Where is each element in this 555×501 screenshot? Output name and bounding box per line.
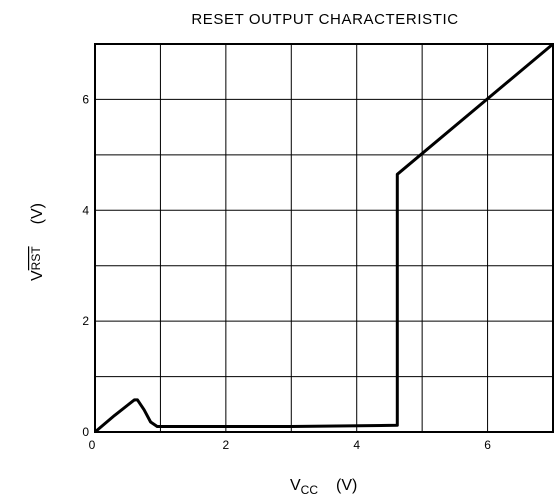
series-line (94, 42, 554, 434)
plot-frame (94, 43, 554, 433)
y-tick-label: 4 (82, 203, 89, 217)
y-tick-label: 6 (82, 92, 89, 106)
y-axis-label-sub: RST (29, 246, 43, 271)
chart-title: RESET OUTPUT CHARACTERISTIC (191, 11, 458, 28)
x-axis-label: VCC (V) (290, 477, 357, 497)
x-tick-label: 4 (353, 438, 360, 452)
grid-lines (95, 44, 553, 432)
x-axis-label-main: V (290, 477, 301, 494)
y-tick-label: 2 (82, 314, 89, 328)
tick-labels: 0 2 4 6 0 2 4 6 (82, 92, 491, 452)
y-tick-label: 0 (82, 425, 89, 439)
x-tick-label: 2 (223, 438, 230, 452)
x-axis-label-unit: (V) (336, 477, 357, 494)
y-axis-label-main: V (29, 270, 46, 281)
x-axis-label-sub: CC (301, 483, 319, 497)
x-tick-label: 6 (484, 438, 491, 452)
x-tick-label: 0 (89, 438, 96, 452)
svg-text:VRST(V): VRST (V) (29, 203, 46, 281)
y-axis-label-unit: (V) (29, 203, 46, 224)
y-axis-label: VRST (V) (29, 203, 46, 281)
